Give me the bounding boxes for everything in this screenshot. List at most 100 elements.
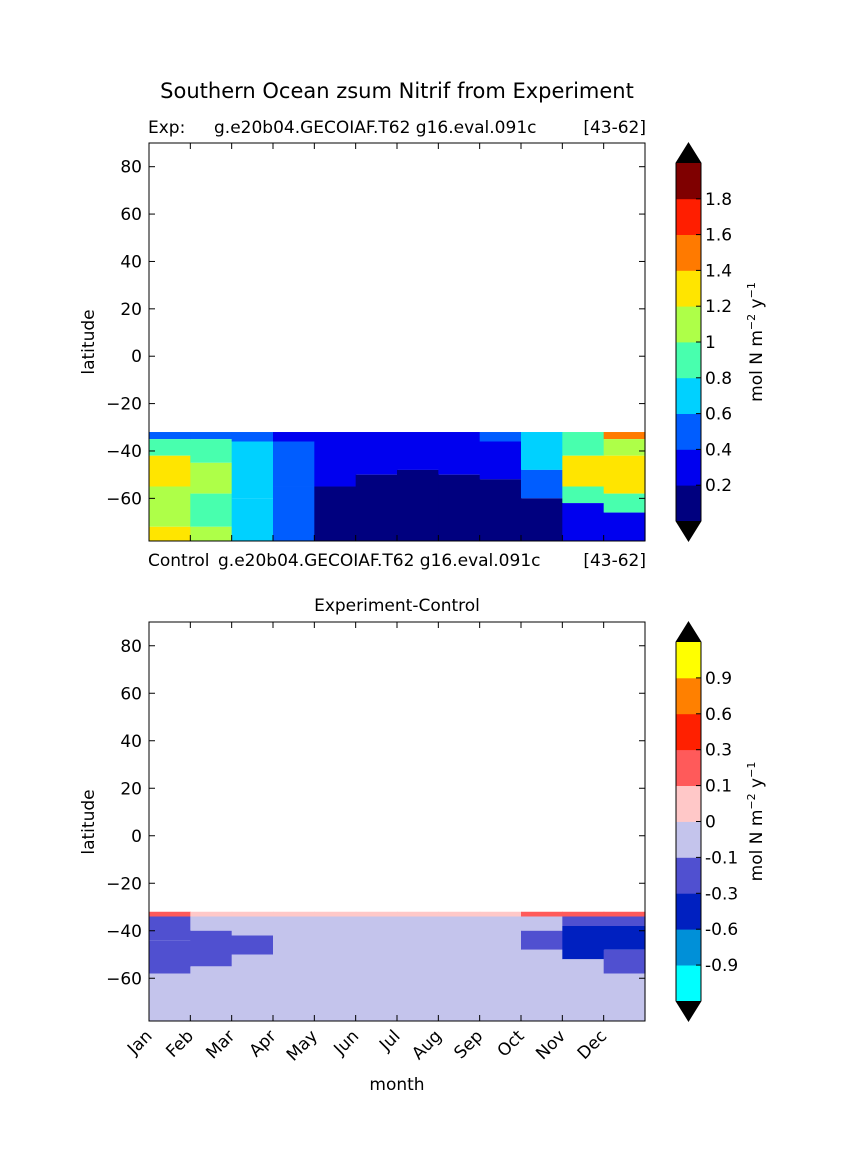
contour-band: [603, 949, 646, 974]
contour-band: [273, 432, 315, 442]
contour-band: [438, 474, 481, 541]
y-tick-label: 60: [120, 205, 142, 225]
contour-band: [314, 432, 357, 442]
colorbar-unit-label: mol N m−2 y−1: [745, 282, 767, 402]
x-tick-label: Jan: [123, 1026, 156, 1059]
contour-band: [273, 911, 315, 917]
control-label: Control: [148, 551, 209, 571]
exp-label: Exp:: [148, 118, 185, 138]
contour-band: [149, 432, 191, 440]
colorbar-tick-label: 0.3: [705, 741, 732, 761]
contour-band: [231, 432, 274, 442]
colorbar-swatch: [676, 270, 701, 307]
y-tick-label: −60: [106, 489, 142, 509]
contour-band: [603, 926, 646, 950]
colorbar-swatch: [676, 642, 701, 679]
unit-base: mol N m: [747, 330, 767, 402]
y-tick-label: 20: [120, 300, 142, 320]
colorbar-tick-label: 1.4: [705, 261, 732, 281]
contour-band: [603, 432, 646, 440]
contour-band: [438, 916, 481, 1021]
colorbar-tick-label: 0.6: [705, 405, 732, 425]
contour-band: [149, 940, 191, 974]
figure-title: Southern Ocean zsum Nitrif from Experime…: [160, 79, 634, 103]
colorbar-unit-label: mol N m−2 y−1: [745, 762, 767, 882]
colorbar-swatch: [676, 198, 701, 235]
contour-band: [190, 930, 233, 967]
colorbar-tick-label: 0.6: [705, 705, 732, 725]
contour-band: [479, 441, 522, 480]
x-tick-label: Mar: [202, 1026, 239, 1063]
y-tick-label: 0: [131, 347, 142, 367]
colorbar-extend-max: [676, 143, 701, 163]
x-tick-label: Feb: [162, 1026, 197, 1061]
contour-band: [521, 441, 563, 470]
contour-band: [397, 441, 439, 470]
colorbar-tick-label: 1.8: [705, 190, 732, 210]
contour-band: [314, 486, 357, 541]
contour-band: [231, 935, 274, 955]
contour-band: [521, 498, 563, 541]
contour-band: [355, 432, 398, 442]
x-tick-label: Nov: [532, 1026, 570, 1064]
colorbar-tick-label: -0.6: [705, 920, 738, 940]
contour-band: [603, 916, 646, 926]
contour-band: [190, 966, 233, 1022]
contour-band: [397, 911, 439, 917]
unit-base: y: [747, 298, 767, 313]
colorbar-swatch: [676, 857, 701, 894]
unit-exponent: −1: [745, 762, 758, 778]
x-tick-label: Apr: [246, 1026, 281, 1061]
contour-band: [438, 432, 481, 442]
experiment-y-axis: 80 60 40 20 0 −20 −40 −60: [106, 143, 645, 541]
contour-band: [562, 959, 605, 1021]
contour-band: [355, 474, 398, 541]
colorbar-tick-label: -0.3: [705, 884, 738, 904]
colorbar-tick-label: 1.2: [705, 297, 732, 317]
y-tick-label: −40: [106, 442, 142, 462]
contour-band: [149, 486, 191, 527]
colorbar-swatch: [676, 485, 701, 522]
contour-band: [397, 469, 439, 541]
difference-panel-title: Experiment-Control: [314, 596, 480, 616]
contour-band: [438, 441, 481, 475]
contour-band: [603, 439, 646, 456]
control-years: [43-62]: [583, 551, 646, 571]
contour-band: [603, 911, 646, 917]
contour-band: [397, 432, 439, 442]
unit-base: mol N m: [747, 810, 767, 882]
contour-band: [562, 441, 605, 456]
contour-band: [190, 916, 233, 931]
contour-band: [149, 455, 191, 487]
colorbar-tick-label: 0: [705, 813, 716, 833]
y-tick-label: 40: [120, 732, 142, 752]
contour-band: [273, 916, 315, 1021]
y-tick-label: −20: [106, 395, 142, 415]
x-tick-label: May: [283, 1026, 322, 1065]
control-case-name: g.e20b04.GECOIAF.T62 g16.eval.091c: [218, 551, 540, 571]
experiment-contour-field: [149, 432, 646, 541]
contour-band: [562, 926, 605, 960]
contour-band: [438, 911, 481, 917]
contour-band: [231, 954, 274, 1021]
contour-band: [521, 930, 563, 950]
contour-band: [231, 916, 274, 936]
colorbar-tick-label: -0.1: [705, 848, 738, 868]
contour-band: [479, 432, 522, 442]
y-tick-label: 40: [120, 252, 142, 272]
unit-base: y: [747, 778, 767, 793]
difference-contour-field: [149, 911, 646, 1022]
colorbar-swatch: [676, 965, 701, 1002]
contour-band: [521, 911, 563, 917]
colorbar-swatch: [676, 306, 701, 343]
x-tick-label: Jul: [375, 1026, 404, 1055]
experiment-panel: 80 60 40 20 0 −20 −40 −60 latitude 0.2 0.4 0.6 0.8…: [79, 142, 767, 542]
contour-band: [479, 479, 522, 541]
contour-band: [562, 916, 605, 926]
contour-band: [190, 911, 233, 917]
contour-band: [603, 512, 646, 541]
experiment-colorbar: 0.2 0.4 0.6 0.8 1 1.2 1.4 1.6 1.8 mol N m−2 y−1: [675, 142, 767, 542]
y-tick-label: −60: [106, 969, 142, 989]
